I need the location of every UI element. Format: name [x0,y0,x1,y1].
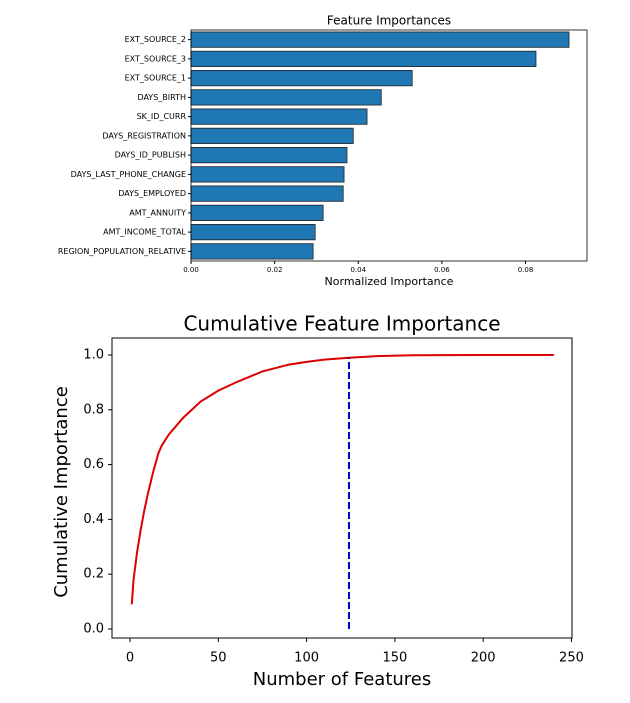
x-axis-label: Number of Features [253,669,432,690]
plot-frame [190,29,588,262]
line-series [130,353,554,605]
y-tick-label: DAYS_REGISTRATION [102,131,186,140]
bar [190,147,348,164]
x-tick-label: 0 [126,651,134,666]
x-tick-label: 0.00 [183,266,199,274]
x-tick-label: 50 [210,651,227,666]
bar [190,31,570,48]
x-tick-label: 250 [559,651,584,666]
x-tick-label: 0.02 [267,266,283,274]
y-axis-label: Cumulative Importance [51,386,72,598]
bar [190,204,324,221]
chart-title: Feature Importances [327,14,451,28]
bar [190,89,382,106]
x-tick-label: 0.08 [518,266,534,274]
x-axis-label: Normalized Importance [325,275,454,288]
y-tick-label: EXT_SOURCE_3 [125,54,186,63]
y-tick-label: EXT_SOURCE_1 [125,74,186,83]
y-tick-label: 1.0 [83,347,104,362]
bar [190,185,344,202]
x-tick-label: 200 [471,651,496,666]
y-tick-label: 0.0 [83,621,104,636]
bar [190,108,368,125]
y-tick-label: DAYS_LAST_PHONE_CHANGE [71,170,186,179]
y-tick-label: DAYS_ID_PUBLISH [115,151,186,160]
y-tick-label: 0.8 [83,402,104,417]
bar [190,127,354,144]
bar [190,224,316,241]
y-tick-label: REGION_POPULATION_RELATIVE [58,247,186,256]
x-tick-label: 0.04 [350,266,366,274]
y-tick-label: AMT_INCOME_TOTAL [103,228,186,237]
chart-title: Cumulative Feature Importance [183,312,500,336]
y-tick-label: DAYS_BIRTH [137,93,186,102]
bar [190,70,413,87]
y-tick-label: SK_ID_CURR [137,112,187,121]
plot-frame [111,337,573,639]
y-tick-label: EXT_SOURCE_2 [125,35,186,44]
y-tick-label: AMT_ANNUITY [129,208,186,217]
bar [190,50,537,67]
x-tick-label: 0.06 [434,266,450,274]
y-tick-label: 0.2 [83,567,104,582]
x-tick-label: 100 [294,651,319,666]
bar [190,243,314,260]
y-tick-label: 0.6 [83,457,104,472]
y-tick-label: DAYS_EMPLOYED [118,189,186,198]
bar [190,166,345,183]
y-tick-label: 0.4 [83,512,104,527]
x-tick-label: 150 [382,651,407,666]
